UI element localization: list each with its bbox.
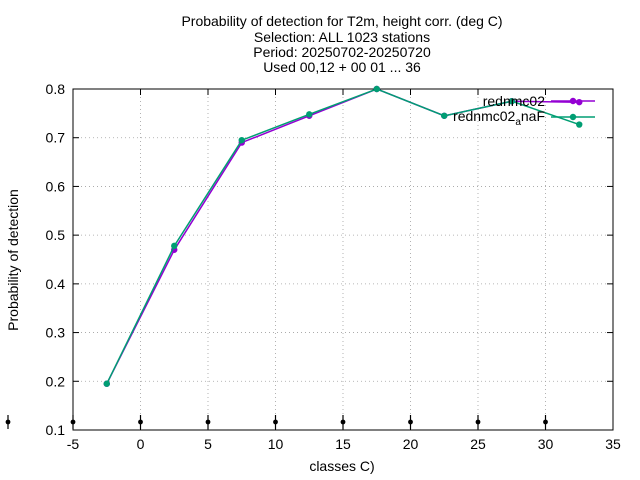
- x-tick-label: 25: [470, 436, 486, 452]
- x-tick-label: 0: [137, 436, 145, 452]
- data-point-2: [441, 112, 448, 119]
- legend-swatch-point-1: [569, 97, 577, 105]
- x-tick-label: 20: [403, 436, 419, 452]
- bottom-marker-dot: [408, 419, 413, 425]
- bottom-marker-dot: [273, 419, 278, 425]
- series-line-2: [106, 88, 580, 385]
- bottom-markers: [5, 415, 548, 429]
- y-tick-label: 0.8: [46, 81, 66, 97]
- y-tick-label: 0.3: [46, 325, 66, 341]
- data-point-2: [306, 111, 313, 118]
- data-point-2: [238, 136, 245, 144]
- legend: rednmc02 rednmc02anaF: [453, 93, 595, 128]
- title-line-2: Selection: ALL 1023 stations: [254, 29, 430, 45]
- title-line-1: Probability of detection for T2m, height…: [181, 13, 502, 29]
- x-tick-label: 10: [268, 436, 284, 452]
- legend-label-2: rednmc02anaF: [453, 108, 545, 128]
- x-axis-label: classes C): [309, 458, 374, 474]
- y-tick-label: 0.1: [46, 422, 66, 438]
- series: [103, 85, 583, 387]
- legend-label-1: rednmc02: [483, 93, 545, 109]
- data-point-2: [171, 242, 178, 250]
- y-tick-label: 0.2: [46, 373, 66, 389]
- y-axis-label: Probability of detection: [5, 189, 21, 331]
- data-point-2: [373, 85, 380, 93]
- x-tick-label: 30: [538, 436, 554, 452]
- y-tick-label: 0.7: [46, 130, 66, 146]
- bottom-marker-dot: [543, 419, 548, 425]
- y-tick-label: 0.5: [46, 227, 66, 243]
- grid: [73, 89, 613, 430]
- data-point-2: [508, 97, 515, 105]
- axis-ticks: -5 0 5 10 15 20 25 30 35 0.1 0.2 0.3 0.4 0.5 0.6 0.7 0.8: [46, 81, 621, 452]
- chart-title: Probability of detection for T2m, height…: [181, 13, 502, 75]
- title-line-4: Used 00,12 + 00 01 ... 36: [263, 59, 421, 75]
- title-line-3: Period: 20250702-20250720: [253, 44, 431, 60]
- plot-frame: [72, 88, 614, 431]
- bottom-marker-dot: [475, 419, 481, 425]
- y-tick-label: 0.4: [46, 276, 66, 292]
- x-tick-label: 15: [335, 436, 351, 452]
- x-tick-label: 5: [204, 436, 212, 452]
- x-tick-label: -5: [67, 436, 80, 452]
- bottom-marker-dot: [340, 419, 346, 425]
- legend-swatch-point-2: [569, 113, 577, 121]
- bottom-marker-dot: [138, 419, 143, 425]
- bottom-marker-dot: [5, 419, 11, 425]
- data-point-2: [576, 121, 583, 128]
- data-point-1: [576, 98, 583, 106]
- bottom-marker-dot: [70, 419, 76, 425]
- bottom-marker-dot: [205, 419, 211, 425]
- data-point-2: [103, 380, 110, 387]
- x-tick-label: 35: [605, 436, 621, 452]
- y-tick-label: 0.6: [46, 178, 66, 194]
